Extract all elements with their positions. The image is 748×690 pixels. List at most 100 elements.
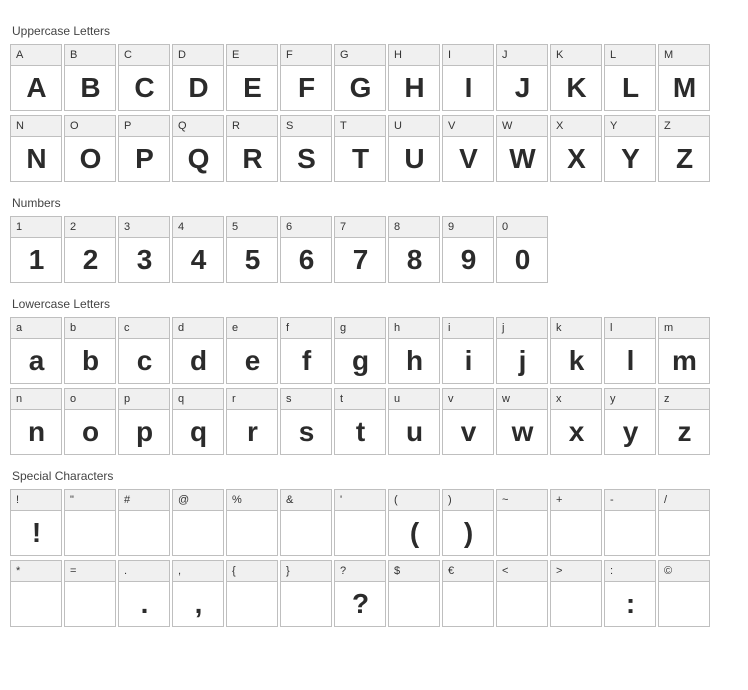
glyph-cell-label: t [335, 389, 385, 410]
glyph-cell: XX [550, 115, 602, 182]
glyph-cell-glyph: j [497, 339, 547, 383]
glyph-cell-label: * [11, 561, 61, 582]
glyph-cell: PP [118, 115, 170, 182]
glyph-cell-glyph: K [551, 66, 601, 110]
glyph-cell-glyph: z [659, 410, 709, 454]
glyph-cell: BB [64, 44, 116, 111]
glyph-cell-label: e [227, 318, 277, 339]
glyph-cell: CC [118, 44, 170, 111]
glyph-cell-glyph [443, 582, 493, 626]
glyph-cell-label: , [173, 561, 223, 582]
glyph-cell-glyph: 6 [281, 238, 331, 282]
section-title: Uppercase Letters [12, 24, 738, 38]
glyph-cell-glyph: Q [173, 137, 223, 181]
glyph-cell-label: q [173, 389, 223, 410]
glyph-cell: } [280, 560, 332, 627]
glyph-cell-label: k [551, 318, 601, 339]
glyph-cell: < [496, 560, 548, 627]
glyph-cell-label: $ [389, 561, 439, 582]
glyph-cell: 11 [10, 216, 62, 283]
glyph-cell-glyph: w [497, 410, 547, 454]
glyph-cell-glyph: Z [659, 137, 709, 181]
glyph-cell-label: { [227, 561, 277, 582]
glyph-cell-glyph: X [551, 137, 601, 181]
glyph-cell-glyph: Y [605, 137, 655, 181]
glyph-cell: GG [334, 44, 386, 111]
glyph-cell-label: © [659, 561, 709, 582]
glyph-cell-glyph [119, 511, 169, 555]
glyph-cell-label: h [389, 318, 439, 339]
glyph-cell-glyph [281, 582, 331, 626]
glyph-cell-glyph [551, 582, 601, 626]
glyph-cell-label: s [281, 389, 331, 410]
glyph-cell-label: 8 [389, 217, 439, 238]
glyph-cell-label: p [119, 389, 169, 410]
glyph-cell-glyph [659, 511, 709, 555]
glyph-cell-label: a [11, 318, 61, 339]
glyph-cell-glyph: T [335, 137, 385, 181]
glyph-cell-label: m [659, 318, 709, 339]
glyph-cell-label: n [11, 389, 61, 410]
glyph-cell-glyph: J [497, 66, 547, 110]
font-chart-root: Uppercase LettersAABBCCDDEEFFGGHHIIJJKKL… [10, 24, 738, 627]
glyph-cell-glyph: x [551, 410, 601, 454]
glyph-cell-glyph [497, 582, 547, 626]
glyph-cell-label: S [281, 116, 331, 137]
glyph-cell-glyph: M [659, 66, 709, 110]
glyph-cell-label: b [65, 318, 115, 339]
glyph-cell-glyph: n [11, 410, 61, 454]
glyph-cell-label: ! [11, 490, 61, 511]
glyph-cell-label: V [443, 116, 493, 137]
glyph-cell-glyph: O [65, 137, 115, 181]
glyph-grid: !!"#@%&'(())~+-/*=..,,{}??$€<>::© [10, 489, 738, 627]
glyph-cell: ss [280, 388, 332, 455]
glyph-cell: FF [280, 44, 332, 111]
glyph-cell-glyph: S [281, 137, 331, 181]
glyph-cell-glyph: . [119, 582, 169, 626]
glyph-cell: ZZ [658, 115, 710, 182]
glyph-cell-label: Q [173, 116, 223, 137]
glyph-cell-glyph [389, 582, 439, 626]
glyph-cell-label: X [551, 116, 601, 137]
glyph-cell-glyph: e [227, 339, 277, 383]
glyph-cell-glyph: o [65, 410, 115, 454]
glyph-grid: 11223344556677889900 [10, 216, 738, 283]
glyph-cell-glyph: d [173, 339, 223, 383]
glyph-cell-glyph [497, 511, 547, 555]
glyph-cell: ll [604, 317, 656, 384]
glyph-cell-label: g [335, 318, 385, 339]
glyph-cell-label: C [119, 45, 169, 66]
glyph-cell-glyph: H [389, 66, 439, 110]
glyph-cell: rr [226, 388, 278, 455]
glyph-cell-glyph: E [227, 66, 277, 110]
glyph-cell-glyph: y [605, 410, 655, 454]
glyph-cell-label: 4 [173, 217, 223, 238]
glyph-cell: xx [550, 388, 602, 455]
glyph-cell: AA [10, 44, 62, 111]
glyph-cell-glyph: p [119, 410, 169, 454]
glyph-cell: vv [442, 388, 494, 455]
section-title: Numbers [12, 196, 738, 210]
glyph-cell: LL [604, 44, 656, 111]
glyph-cell-glyph [335, 511, 385, 555]
glyph-cell-glyph: q [173, 410, 223, 454]
glyph-cell-label: > [551, 561, 601, 582]
glyph-cell-glyph: W [497, 137, 547, 181]
glyph-cell: zz [658, 388, 710, 455]
glyph-cell-glyph: L [605, 66, 655, 110]
glyph-cell-label: = [65, 561, 115, 582]
glyph-cell: .. [118, 560, 170, 627]
glyph-cell: yy [604, 388, 656, 455]
glyph-cell-label: ? [335, 561, 385, 582]
glyph-cell: 77 [334, 216, 386, 283]
glyph-cell-label: - [605, 490, 655, 511]
glyph-cell-label: Y [605, 116, 655, 137]
glyph-cell-label: w [497, 389, 547, 410]
section-title: Lowercase Letters [12, 297, 738, 311]
section-title: Special Characters [12, 469, 738, 483]
glyph-cell: UU [388, 115, 440, 182]
glyph-cell-glyph: N [11, 137, 61, 181]
glyph-cell: 22 [64, 216, 116, 283]
glyph-cell: 44 [172, 216, 224, 283]
glyph-cell-label: / [659, 490, 709, 511]
